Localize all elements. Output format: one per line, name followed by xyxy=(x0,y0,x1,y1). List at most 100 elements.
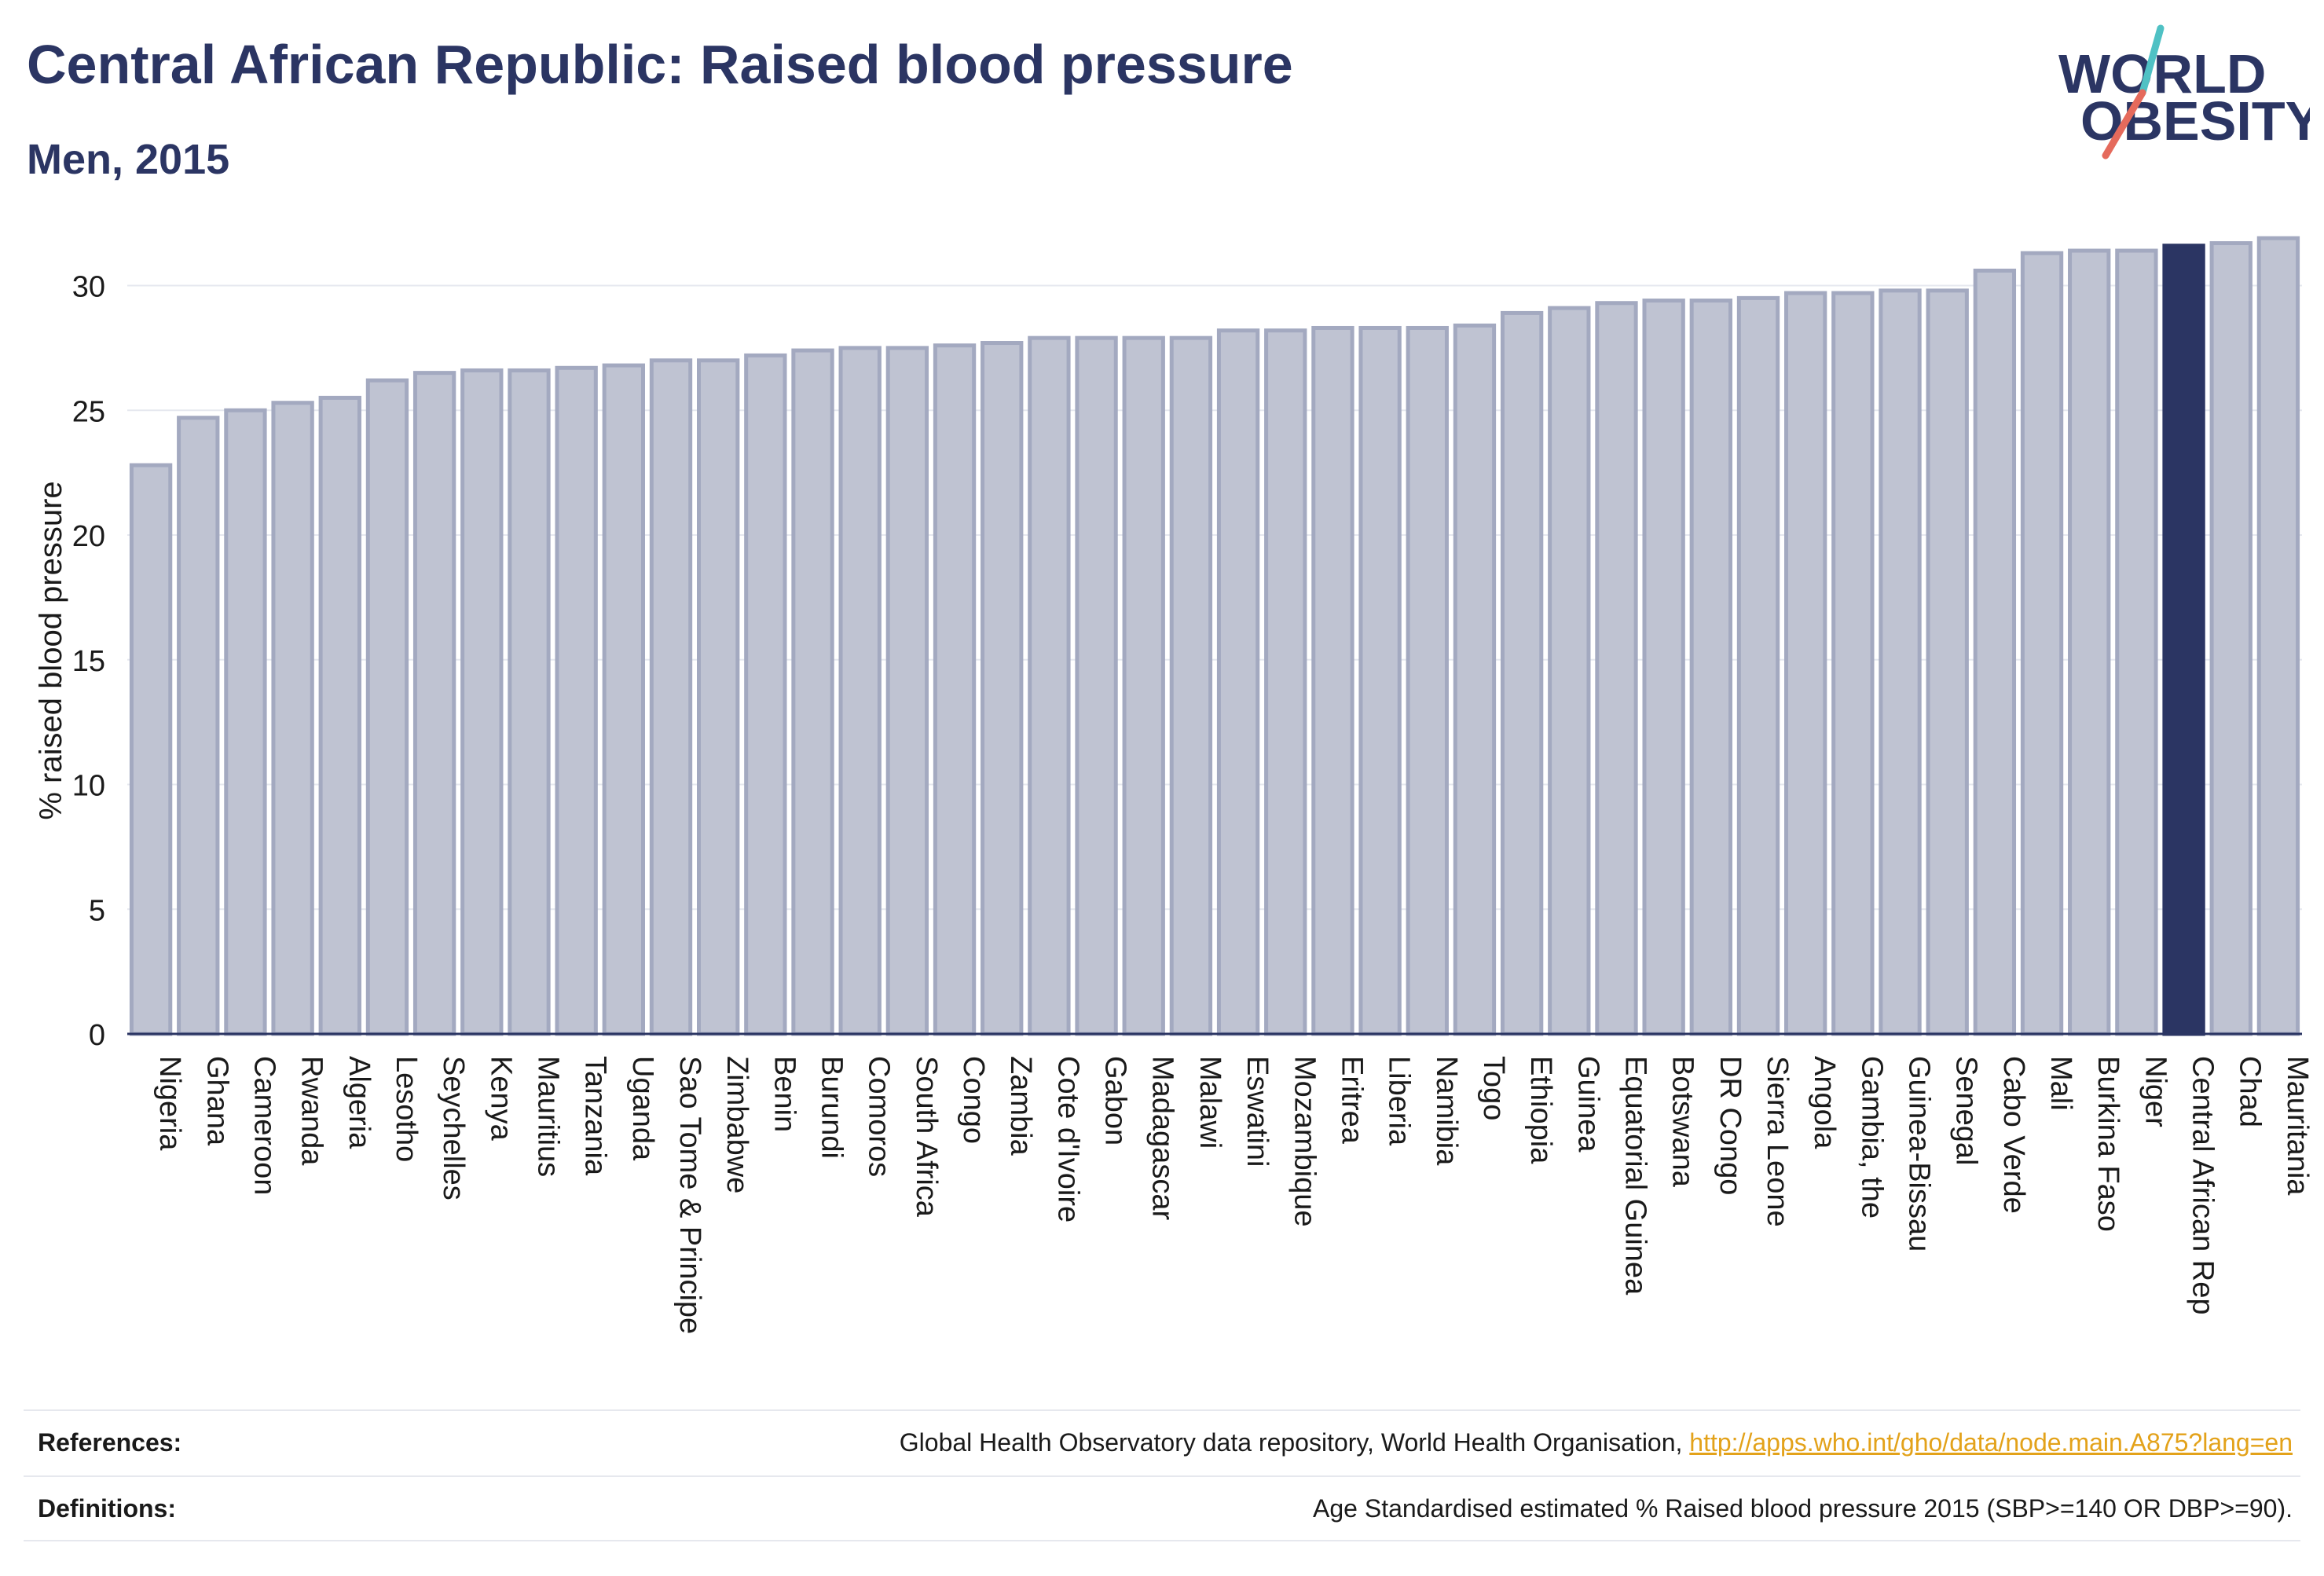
bar xyxy=(1453,323,1497,1036)
footer-divider xyxy=(24,1540,2300,1541)
y-tick-label: 15 xyxy=(72,645,105,678)
x-tick-label: Central African Rep xyxy=(2187,1056,2220,1315)
references-link[interactable]: http://apps.who.int/gho/data/node.main.A… xyxy=(1689,1428,2293,1457)
references-value: Global Health Observatory data repositor… xyxy=(900,1428,2293,1457)
logo-line1: WORLD xyxy=(2058,43,2266,104)
x-tick-label: Liberia xyxy=(1383,1056,1416,1146)
bar-chart: 0 5 10 15 20 25 30 % raised blood pressure Niger… xyxy=(34,236,2314,1334)
bar xyxy=(1689,299,1732,1036)
bar xyxy=(1406,325,1449,1036)
x-tick-label: Niger xyxy=(2139,1056,2172,1127)
bar xyxy=(318,395,361,1036)
bar xyxy=(1500,310,1544,1036)
y-tick-label: 10 xyxy=(72,770,105,803)
bar xyxy=(1973,268,2017,1036)
references-label: References: xyxy=(38,1428,182,1457)
bar xyxy=(365,378,409,1036)
bar xyxy=(885,346,929,1036)
definitions-value: Age Standardised estimated % Raised bloo… xyxy=(1313,1494,2293,1523)
bar xyxy=(555,365,598,1036)
bar xyxy=(649,358,693,1036)
bar xyxy=(981,341,1024,1036)
x-tick-label: Madagascar xyxy=(1146,1056,1179,1220)
x-tick-label: Cabo Verde xyxy=(1997,1056,2030,1214)
x-tick-label: Mali xyxy=(2044,1056,2077,1111)
bar xyxy=(1311,325,1354,1036)
x-tick-label: Mauritius xyxy=(531,1056,564,1177)
definitions-row: Definitions: Age Standardised estimated … xyxy=(24,1475,2300,1543)
bar xyxy=(2256,236,2300,1036)
y-tick-label: 20 xyxy=(72,520,105,553)
bar xyxy=(412,371,456,1036)
x-tick-label: Chad xyxy=(2234,1056,2267,1127)
x-tick-label: Comoros xyxy=(863,1056,896,1177)
bar xyxy=(1264,328,1307,1036)
bar xyxy=(2068,248,2111,1036)
x-tick-label: Gambia, the xyxy=(1855,1056,1888,1219)
bar xyxy=(1926,288,1969,1036)
bar xyxy=(602,363,645,1036)
page-subtitle: Men, 2015 xyxy=(27,136,230,183)
references-row: References: Global Health Observatory da… xyxy=(24,1409,2300,1477)
x-tick-label: Benin xyxy=(768,1056,801,1132)
bar xyxy=(460,368,504,1036)
bar xyxy=(1736,295,1780,1036)
bar xyxy=(177,416,220,1036)
x-tick-label: Algeria xyxy=(343,1056,376,1149)
x-tick-label: Botswana xyxy=(1666,1056,1699,1188)
bar xyxy=(1879,288,1922,1036)
x-tick-label: Tanzania xyxy=(579,1056,612,1176)
x-tick-label: Sierra Leone xyxy=(1761,1056,1794,1227)
x-tick-label: Congo xyxy=(957,1056,990,1144)
y-tick-label: 30 xyxy=(72,271,105,304)
logo-slash-top xyxy=(2139,24,2165,97)
bar xyxy=(1216,328,1260,1036)
bar xyxy=(791,348,834,1036)
definitions-label: Definitions: xyxy=(38,1494,176,1523)
x-tick-label: Cote d'Ivoire xyxy=(1051,1056,1084,1222)
logo-line2: OBESITY xyxy=(2080,90,2310,152)
bar xyxy=(2115,248,2158,1036)
bar xyxy=(1548,306,1591,1036)
bar xyxy=(1831,291,1875,1036)
y-tick-label: 0 xyxy=(89,1019,105,1052)
bar xyxy=(224,408,267,1036)
x-tick-label: Gabon xyxy=(1099,1056,1132,1145)
references-text: Global Health Observatory data repositor… xyxy=(899,1428,1690,1457)
x-tick-label: Zimbabwe xyxy=(720,1056,753,1193)
bar xyxy=(933,343,977,1036)
x-tick-label: Cameroon xyxy=(247,1056,280,1195)
x-tick-label: Mauritania xyxy=(2281,1056,2314,1196)
x-tick-label: Sao Tome & Principe xyxy=(673,1056,706,1334)
x-tick-label: Burundi xyxy=(816,1056,849,1159)
bar xyxy=(1595,301,1638,1036)
bar xyxy=(838,346,882,1036)
x-tick-label: Namibia xyxy=(1430,1056,1463,1166)
x-tick-label: Mozambique xyxy=(1288,1056,1321,1227)
bar xyxy=(271,401,314,1036)
bar xyxy=(1784,291,1827,1036)
x-tick-label: Malawi xyxy=(1193,1056,1226,1149)
bar xyxy=(1028,335,1071,1036)
x-tick-label: Equatorial Guinea xyxy=(1618,1056,1651,1296)
bar xyxy=(1358,325,1402,1036)
x-tick-label: Rwanda xyxy=(295,1056,328,1166)
x-tick-label: Kenya xyxy=(484,1056,517,1142)
x-tick-label: Seychelles xyxy=(437,1056,470,1200)
x-tick-label: South Africa xyxy=(910,1056,943,1218)
bar xyxy=(1075,335,1118,1036)
bar xyxy=(2209,241,2253,1036)
x-tick-label: DR Congo xyxy=(1714,1056,1747,1195)
x-tick-label: Uganda xyxy=(626,1056,659,1161)
bar xyxy=(1642,299,1685,1036)
x-tick-label: Nigeria xyxy=(153,1056,186,1151)
x-tick-label: Ghana xyxy=(200,1056,233,1146)
x-tick-label: Zambia xyxy=(1004,1056,1037,1156)
bar xyxy=(744,353,787,1036)
x-tick-label: Angola xyxy=(1808,1056,1841,1149)
world-obesity-logo[interactable]: WORLD OBESITY xyxy=(2043,24,2310,165)
x-tick-label: Lesotho xyxy=(390,1056,423,1162)
x-tick-label: Guinea xyxy=(1571,1056,1604,1153)
bar xyxy=(697,358,740,1036)
bar xyxy=(508,368,551,1036)
